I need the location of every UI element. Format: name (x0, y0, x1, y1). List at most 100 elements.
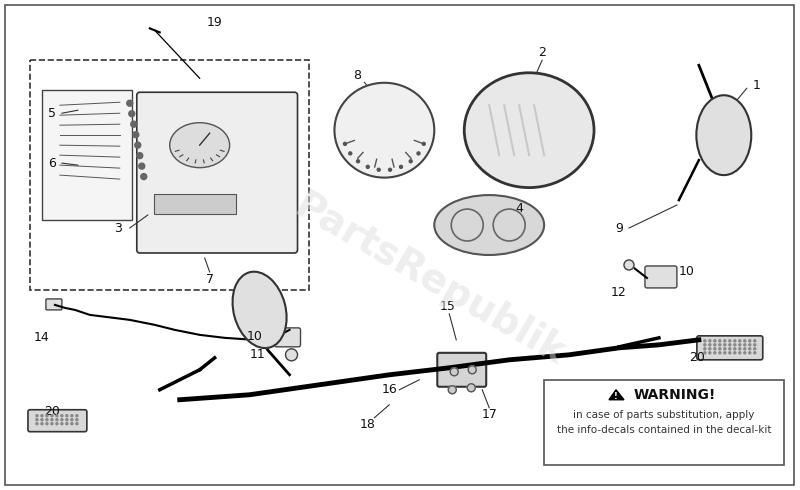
Circle shape (724, 348, 726, 350)
FancyBboxPatch shape (30, 60, 310, 290)
Circle shape (719, 348, 721, 350)
Circle shape (61, 419, 63, 421)
Circle shape (36, 419, 38, 421)
FancyBboxPatch shape (274, 328, 301, 347)
Circle shape (738, 344, 741, 346)
Circle shape (286, 349, 298, 361)
Circle shape (76, 423, 78, 425)
Circle shape (729, 344, 731, 346)
Circle shape (734, 352, 736, 354)
Text: 19: 19 (206, 16, 222, 29)
Text: PartsRepublik: PartsRepublik (287, 187, 571, 373)
Circle shape (36, 415, 38, 416)
Circle shape (66, 419, 68, 421)
Circle shape (724, 352, 726, 354)
Circle shape (754, 344, 756, 346)
Circle shape (389, 168, 391, 171)
Circle shape (41, 415, 43, 416)
Circle shape (71, 419, 73, 421)
Circle shape (744, 352, 746, 354)
Circle shape (744, 344, 746, 346)
Circle shape (709, 340, 711, 342)
FancyBboxPatch shape (544, 380, 784, 465)
Circle shape (704, 348, 706, 350)
Text: !: ! (614, 392, 618, 401)
Circle shape (709, 352, 711, 354)
Circle shape (46, 423, 48, 425)
Circle shape (76, 419, 78, 421)
Text: 20: 20 (44, 405, 60, 418)
Circle shape (46, 419, 48, 421)
Circle shape (66, 415, 68, 416)
Text: 4: 4 (515, 201, 523, 215)
Text: WARNING!: WARNING! (634, 388, 716, 402)
Circle shape (704, 352, 706, 354)
Circle shape (399, 165, 402, 169)
FancyBboxPatch shape (154, 194, 236, 214)
FancyBboxPatch shape (42, 90, 132, 220)
Text: 11: 11 (250, 348, 266, 361)
Text: 5: 5 (48, 107, 56, 120)
Circle shape (126, 100, 133, 106)
Circle shape (719, 352, 721, 354)
Circle shape (130, 121, 137, 127)
Circle shape (51, 423, 53, 425)
Text: 15: 15 (439, 300, 455, 314)
Circle shape (61, 423, 63, 425)
Circle shape (366, 165, 370, 169)
Circle shape (704, 344, 706, 346)
FancyBboxPatch shape (137, 92, 298, 253)
Circle shape (450, 368, 458, 376)
Circle shape (56, 419, 58, 421)
Circle shape (744, 348, 746, 350)
Circle shape (66, 423, 68, 425)
Circle shape (378, 168, 380, 171)
Circle shape (76, 415, 78, 416)
Text: 10: 10 (246, 330, 262, 343)
Ellipse shape (334, 83, 434, 177)
Circle shape (738, 352, 741, 354)
Circle shape (71, 423, 73, 425)
Circle shape (719, 344, 721, 346)
Ellipse shape (233, 271, 286, 348)
Text: 3: 3 (114, 221, 122, 235)
Circle shape (754, 348, 756, 350)
Text: 6: 6 (48, 157, 56, 170)
Text: 16: 16 (382, 383, 398, 396)
Circle shape (714, 348, 716, 350)
Ellipse shape (696, 95, 751, 175)
Circle shape (133, 132, 138, 138)
Circle shape (71, 415, 73, 416)
Text: 12: 12 (611, 287, 627, 299)
Circle shape (724, 344, 726, 346)
Text: 18: 18 (359, 418, 375, 431)
Text: 10: 10 (679, 266, 695, 278)
Circle shape (749, 344, 750, 346)
Circle shape (41, 419, 43, 421)
Ellipse shape (170, 122, 230, 168)
Circle shape (709, 348, 711, 350)
Circle shape (734, 344, 736, 346)
Circle shape (729, 352, 731, 354)
Circle shape (138, 163, 145, 169)
Circle shape (46, 415, 48, 416)
Circle shape (738, 340, 741, 342)
FancyBboxPatch shape (46, 299, 62, 310)
Circle shape (141, 173, 146, 180)
Circle shape (349, 152, 352, 155)
Circle shape (734, 340, 736, 342)
Circle shape (410, 160, 412, 163)
Ellipse shape (464, 73, 594, 188)
Circle shape (749, 352, 750, 354)
Circle shape (51, 419, 53, 421)
Circle shape (744, 340, 746, 342)
Text: 14: 14 (34, 331, 50, 344)
Circle shape (41, 423, 43, 425)
Polygon shape (609, 390, 624, 400)
Circle shape (624, 260, 634, 270)
Circle shape (56, 415, 58, 416)
FancyBboxPatch shape (28, 410, 87, 432)
Circle shape (729, 348, 731, 350)
Circle shape (719, 340, 721, 342)
Circle shape (36, 423, 38, 425)
